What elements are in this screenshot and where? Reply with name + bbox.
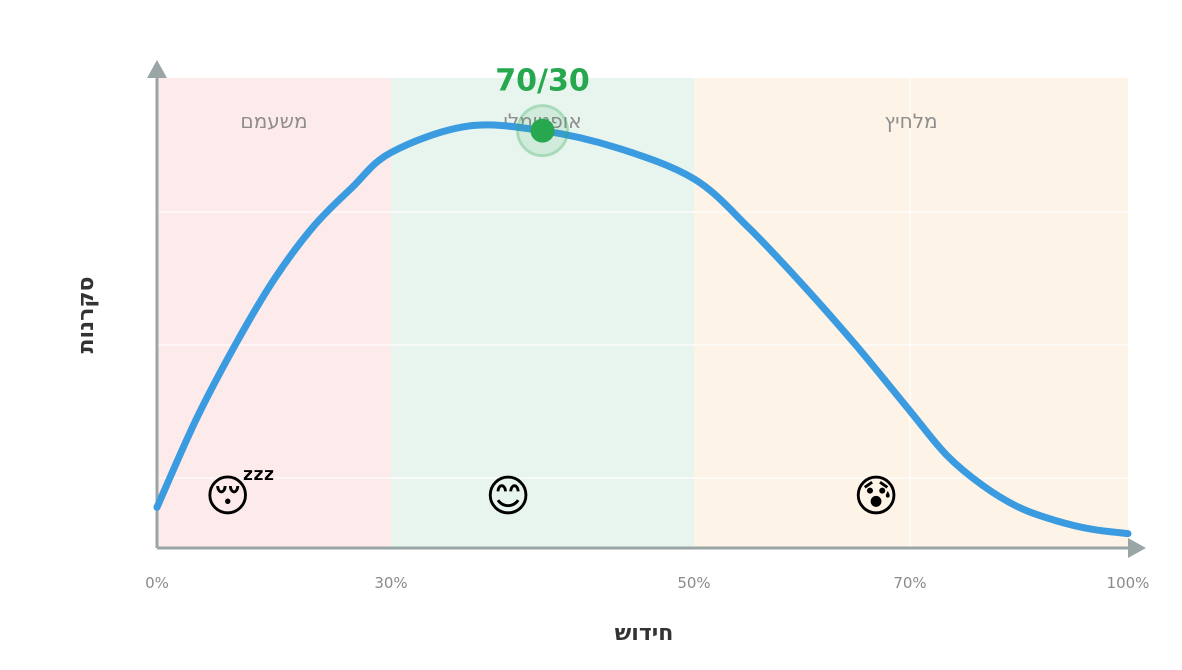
x-tick-label-2: 30% [374, 574, 407, 592]
series-line-1 [153, 121, 1132, 538]
x-tick-label-1: 0% [145, 574, 169, 592]
y-axis-arrow-icon [147, 60, 167, 78]
zone-label-1: משעמם [240, 109, 307, 133]
axes-layer [147, 60, 1146, 558]
zone-band-1 [157, 78, 391, 548]
peak-marker [530, 118, 555, 143]
y-axis-title: סקרנות [74, 277, 99, 354]
x-tick-label-4: 70% [893, 574, 926, 592]
emoji-layer: 😴 😊 😰 [205, 470, 899, 522]
zone-label-3: מלחיץ [884, 109, 937, 133]
smiling-face-icon: 😊 [485, 471, 531, 522]
x-axis-title: חידוש [615, 621, 674, 646]
series-layer [153, 121, 1132, 538]
ticks-layer: 0% 30% 50% 70% 100% [145, 574, 1149, 592]
x-tick-label-3: 50% [677, 574, 710, 592]
grid-layer [157, 78, 1128, 548]
zone-band-3 [694, 78, 1128, 548]
x-axis-arrow-icon [1128, 538, 1146, 558]
peak-layer: 70/30 [495, 64, 590, 158]
anxious-face-icon: 😰 [853, 471, 899, 522]
peak-label: 70/30 [495, 64, 589, 99]
peak-ring [516, 104, 569, 158]
x-tick-label-5: 100% [1107, 574, 1150, 592]
sleeping-face-icon: 😴 [205, 470, 276, 522]
